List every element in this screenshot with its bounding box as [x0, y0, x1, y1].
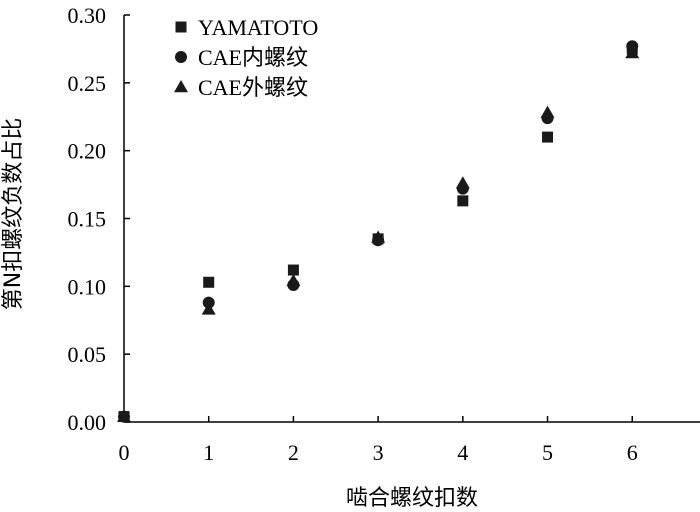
y-axis-title: 第N扣螺纹负数占比 — [1, 118, 26, 310]
legend-label: YAMATOTO — [198, 15, 318, 40]
tick-group: 0 1 2 3 4 5 6 0.00 0.05 0.10 0.15 0.20 0.25 0.30 — [68, 3, 638, 465]
triangle-data-point — [371, 230, 386, 243]
x-tick-label: 2 — [288, 440, 299, 465]
y-tick-label: 0.25 — [68, 71, 107, 96]
legend-triangle-marker — [174, 80, 188, 93]
triangle-data-point — [540, 105, 555, 118]
x-axis-title: 啮合螺纹扣数 — [346, 486, 478, 511]
square-data-point — [287, 264, 299, 276]
square-data-point — [542, 131, 554, 143]
triangle-data-point — [455, 176, 470, 189]
legend-label: CAE外螺纹 — [198, 75, 308, 100]
x-tick-label: 3 — [373, 440, 384, 465]
y-tick-label: 0.30 — [68, 3, 107, 28]
triangle-data-point — [625, 45, 640, 59]
triangle-data-point — [286, 273, 301, 287]
legend: YAMATOTO CAE内螺纹 CAE外螺纹 — [174, 15, 318, 100]
y-tick-label: 0.15 — [68, 207, 107, 232]
y-tick-label: 0.20 — [68, 139, 107, 164]
y-tick-label: 0.10 — [68, 274, 107, 299]
square-data-point — [457, 195, 469, 207]
x-tick-label: 0 — [119, 440, 130, 465]
legend-circle-marker — [175, 51, 187, 63]
y-tick-label: 0.05 — [68, 342, 107, 367]
triangle-data-point — [117, 409, 131, 422]
x-tick-label: 4 — [457, 440, 468, 465]
square-data-point — [203, 276, 215, 288]
x-tick-label: 1 — [203, 440, 214, 465]
triangle-data-point — [201, 302, 216, 315]
data-marks — [117, 40, 640, 423]
x-tick-label: 5 — [542, 440, 553, 465]
y-tick-label: 0.00 — [68, 410, 107, 435]
legend-square-marker — [175, 21, 187, 33]
legend-label: CAE内螺纹 — [198, 45, 308, 70]
x-tick-label: 6 — [627, 440, 638, 465]
